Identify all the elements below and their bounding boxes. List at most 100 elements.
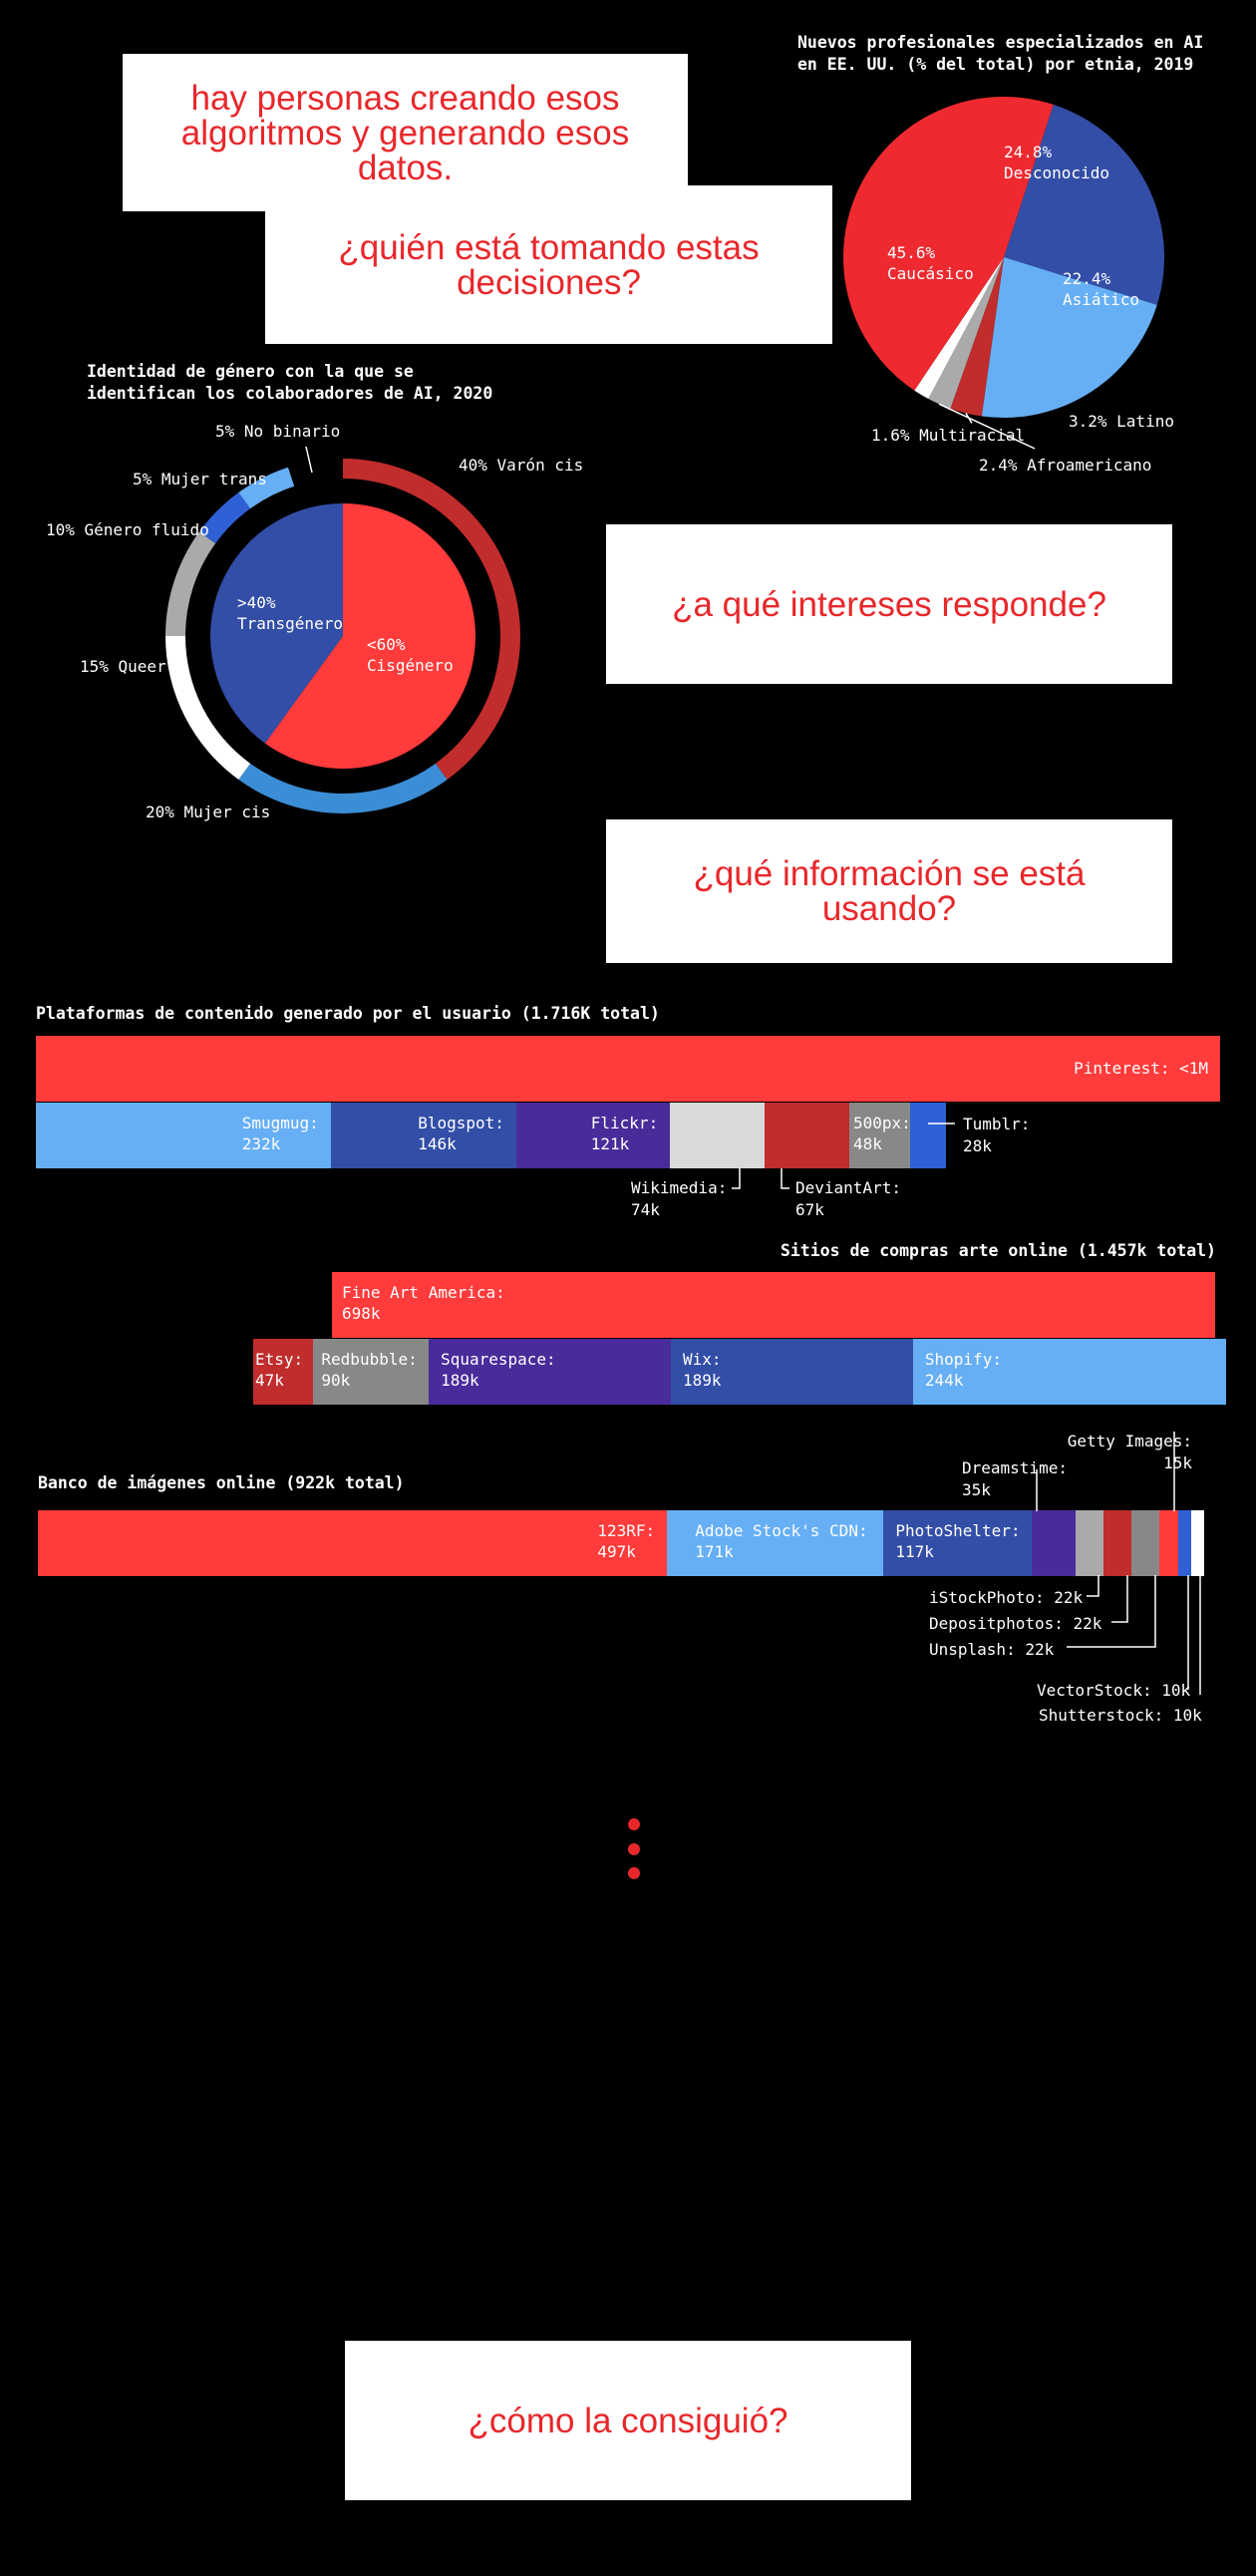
ring-label-varon-cis: 40% Varón cis [459,456,583,475]
stock-row-1: 123RF: 497k Adobe Stock's CDN: 171k PhotoS… [38,1510,1206,1576]
bar-getty-images [1159,1510,1179,1576]
label-shutterstock: Shutterstock: 10k [1039,1706,1202,1725]
slice-label-caucasico: 45.6% Caucásico [887,243,974,283]
pie-slice-multiracial [914,257,1004,400]
bar-tumblr [910,1103,946,1168]
ring-label-genero-fluido: 10% Género fluido [46,520,209,539]
bar-500px: 500px: 48k [848,1103,911,1168]
art-chart-title: Sitios de compras arte online (1.457k to… [780,1241,1216,1260]
bar-wix: Wix: 189k [670,1339,913,1405]
bar-label-adobe-stock-s-cdn: Adobe Stock's CDN: 171k [695,1521,868,1561]
ethnicity-chart-title: Nuevos profesionales especializados en A… [797,33,1204,74]
ring-segment-genero-fluido [165,531,216,636]
art-row-2: Etsy: 47k Redbubble: 90k Squarespace: 189k… [253,1339,1226,1405]
slice-label-latino: 3.2% Latino [1069,412,1174,431]
bar-wikimedia [670,1103,765,1168]
ethnicity-pie-chart: 24.8% Desconocido 22.4% Asiático 3.2% Latino… [842,97,1174,475]
ring-segment-no-binario [238,467,295,509]
ugc-chart-title: Plataformas de contenido generado por el… [36,1004,660,1023]
bar-shopify: Shopify: 244k [912,1339,1226,1405]
bar-vectorstock [1178,1510,1191,1576]
bar-adobe-stock-s-cdn: Adobe Stock's CDN: 171k [667,1510,884,1576]
label-deviantart: DeviantArt: 67k [795,1178,901,1219]
bar-shutterstock [1190,1510,1204,1576]
pie-slice-desconocido [1004,104,1164,305]
slice-label-multiracial: 1.6% Multiracial [871,426,1025,445]
ellipsis-dot-2 [628,1843,640,1855]
bar-unsplash [1131,1510,1160,1576]
bar-123rf: 123RF: 497k [38,1510,668,1576]
bar-label-123rf: 123RF: 497k [597,1521,656,1561]
leader-line [781,1168,789,1189]
label-istock: iStockPhoto: 22k [929,1588,1084,1607]
ring-label-no-binario: 5% No binario [215,422,340,441]
inner-slice-transgenero [210,503,343,744]
leader-line [1111,1575,1128,1623]
bar-istockphoto [1076,1510,1104,1576]
label-getty: Getty Images: 15k [1067,1432,1192,1472]
bar-label-flickr: Flickr: 121k [590,1114,659,1153]
inner-label-transgenero: >40% Transgénero [237,593,343,633]
bar-label-blogspot: Blogspot: 146k [418,1114,504,1153]
pie-slice-latino [950,257,1004,417]
ugc-row-1: Pinterest: <1M [36,1036,1220,1102]
bar-label-shopify: Shopify: 244k [924,1350,1002,1390]
ring-segment-queer [165,636,251,781]
slice-label-desconocido: 24.8% Desconocido [1004,143,1109,182]
bar-deviantart [764,1103,849,1168]
card-decisions: ¿quién está tomando estas decisiones? [265,185,832,344]
bar-label-redbubble: Redbubble: 90k [321,1350,418,1390]
bar-redbubble: Redbubble: 90k [313,1339,430,1405]
ring-segment-mujer-trans [198,491,251,544]
leader-line [1087,1575,1099,1597]
card-how: ¿cómo la consiguió? [345,2341,911,2500]
ellipsis-dot-3 [628,1867,640,1879]
bar-smugmug: Smugmug: 232k [36,1103,331,1168]
bar-dreamstime [1031,1510,1077,1576]
bar-etsy: Etsy: 47k [253,1339,314,1405]
inner-label-cisgenero: <60% Cisgénero [367,635,454,675]
bar-pinterest: Pinterest: <1M [36,1036,1220,1102]
ring-label-queer: 15% Queer [80,657,166,676]
pie-slice-afroamericano [928,257,1004,409]
label-dreamstime: Dreamstime: 35k [962,1458,1068,1499]
slice-label-afroamericano: 2.4% Afroamericano [979,456,1151,475]
leader-line [732,1168,741,1189]
bar-label-fine-art-america: Fine Art America: 698k [342,1283,505,1323]
bar-label-squarespace: Squarespace: 189k [441,1350,556,1390]
label-tumblr: Tumblr: 28k [963,1115,1031,1155]
gender-chart-title: Identidad de género con la que se identi… [87,362,493,403]
gender-donut-chart: >40% Transgénero <60% Cisgénero 40% Varón ci… [46,422,583,821]
ring-label-mujer-cis: 20% Mujer cis [146,803,270,821]
bar-depositphotos [1103,1510,1132,1576]
inner-slice-cisgenero [264,503,476,769]
ring-segment-varon-cis [343,459,520,781]
bar-label-smugmug: Smugmug: 232k [241,1114,319,1153]
leader-line [1067,1575,1156,1648]
bar-label-wix: Wix: 189k [682,1350,722,1390]
leader-lines [732,1123,1201,1695]
card-algorithms: hay personas creando esos algoritmos y g… [122,53,689,212]
label-unsplash: Unsplash: 22k [929,1640,1055,1659]
card-information: ¿qué información se está usando? [606,819,1172,963]
bar-squarespace: Squarespace: 189k [429,1339,671,1405]
art-row-1: Fine Art America: 698k [332,1272,1215,1338]
bar-blogspot: Blogspot: 146k [330,1103,516,1168]
pie-slice-caucasico [842,97,1054,391]
ugc-row-2: Smugmug: 232k Blogspot: 146k Flickr: 121k 5… [36,1103,1220,1168]
ring-segment-mujer-cis [238,763,448,814]
ellipsis-dot-1 [628,1818,640,1830]
pie-slice-asiatico [981,257,1157,419]
stock-chart-title: Banco de imágenes online (922k total) [38,1473,405,1492]
bar-photoshelter: PhotoShelter: 117k [883,1510,1032,1576]
bar-label-etsy: Etsy: 47k [255,1350,304,1390]
bar-label-pinterest: Pinterest: <1M [1074,1059,1208,1078]
label-depositphotos: Depositphotos: 22k [929,1614,1102,1633]
ring-label-mujer-trans: 5% Mujer trans [133,470,267,488]
bar-label-500px: 500px: 48k [852,1114,911,1153]
label-vectorstock: VectorStock: 10k [1037,1681,1191,1700]
bar-fine-art-america: Fine Art America: 698k [332,1272,1215,1338]
card-interests: ¿a qué intereses responde? [606,524,1172,684]
bar-flickr: Flickr: 121k [515,1103,671,1168]
slice-label-asiatico: 22.4% Asiático [1063,269,1139,309]
